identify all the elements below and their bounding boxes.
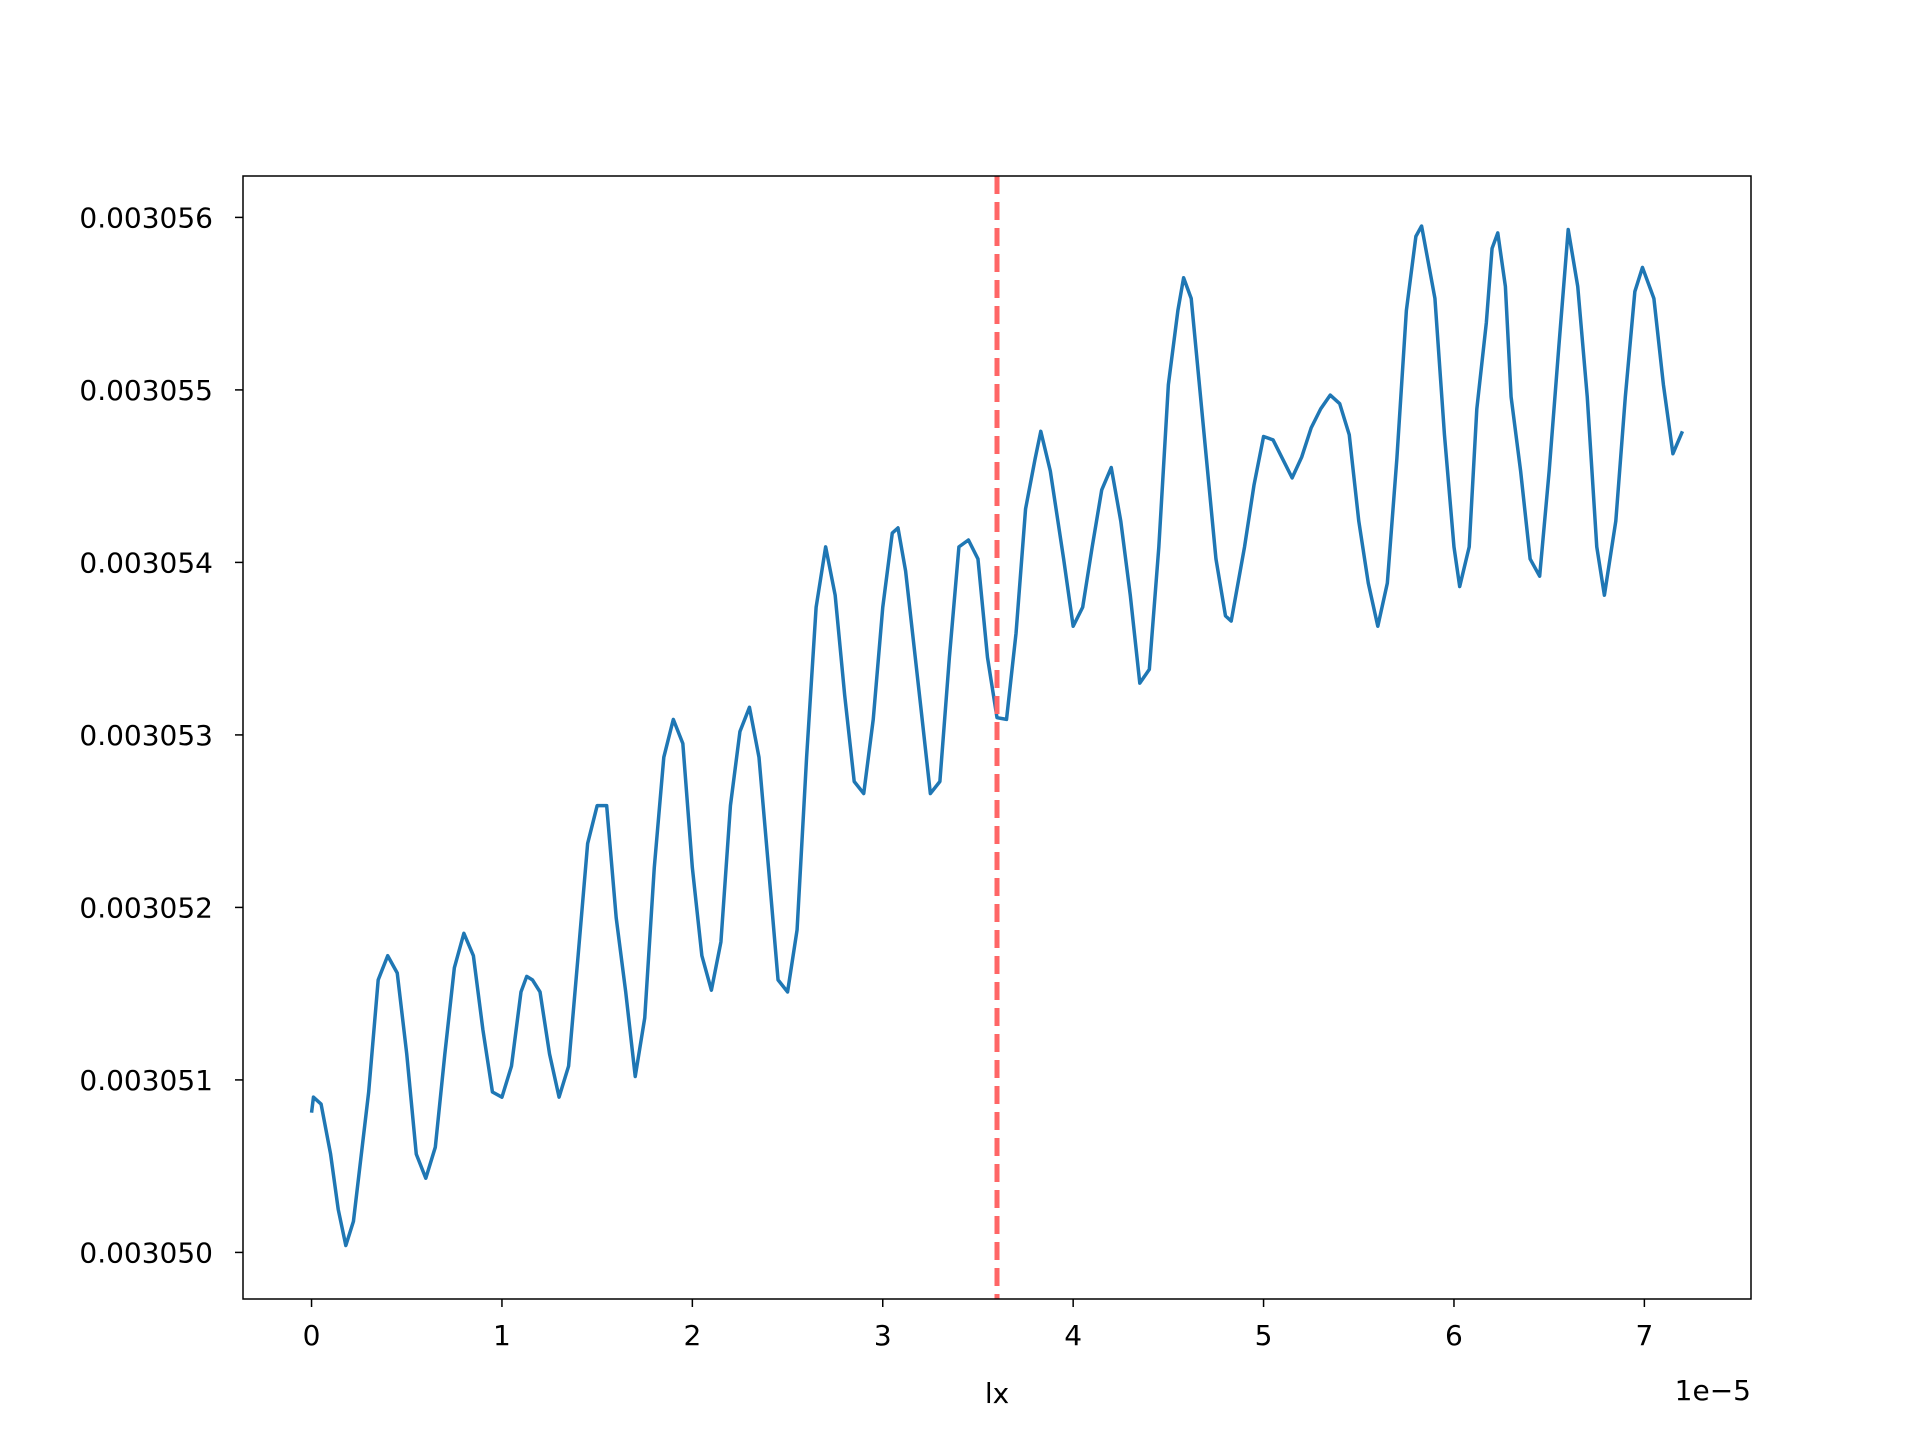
y-tick-label: 0.003052 [79,891,213,924]
x-offset-label: 1e−5 [1675,1374,1751,1407]
y-tick-label: 0.003050 [79,1236,213,1269]
plot-frame [242,175,1752,1300]
x-tick-label: 0 [303,1319,321,1352]
y-tick-label: 0.003053 [79,719,213,752]
y-tick-label: 0.003055 [79,374,213,407]
x-axis-label: lx [985,1377,1009,1410]
x-tick-label: 2 [683,1319,701,1352]
x-tick-label: 5 [1255,1319,1273,1352]
y-tick-label: 0.003051 [79,1064,213,1097]
x-tick-label: 4 [1064,1319,1082,1352]
y-tick-label: 0.003054 [79,546,213,579]
x-tick-label: 6 [1445,1319,1463,1352]
data-line [309,224,1685,1248]
x-tick-label: 3 [874,1319,892,1352]
x-tick-label: 1 [493,1319,511,1352]
y-tick-label: 0.003056 [79,201,213,234]
x-tick-label: 7 [1635,1319,1653,1352]
